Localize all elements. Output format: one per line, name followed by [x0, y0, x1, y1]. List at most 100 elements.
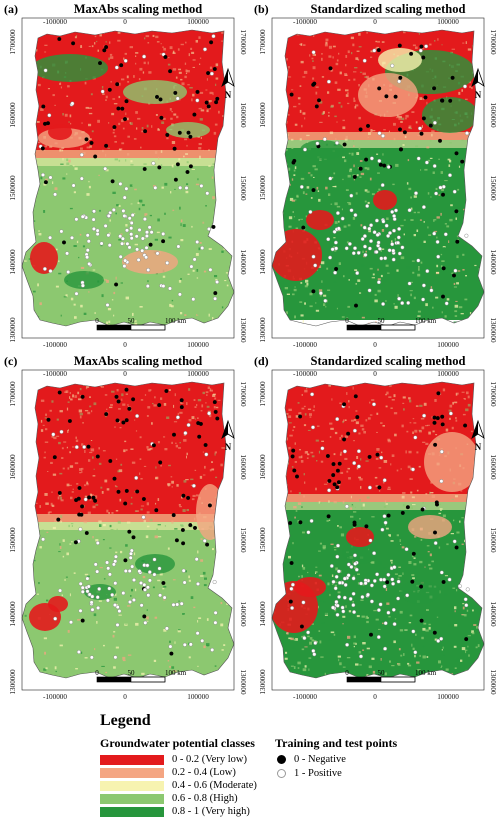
positive-point: [453, 268, 458, 273]
positive-point: [329, 563, 334, 568]
negative-point: [179, 398, 184, 403]
north-label: N: [475, 90, 482, 100]
positive-point: [302, 636, 307, 641]
positive-point: [336, 569, 341, 574]
positive-point: [352, 461, 357, 466]
negative-point: [206, 104, 211, 109]
positive-point: [131, 577, 136, 582]
negative-point: [398, 75, 403, 80]
positive-point: [413, 191, 418, 196]
positive-point: [107, 243, 112, 248]
negative-point: [192, 525, 197, 530]
positive-point: [368, 239, 373, 244]
positive-point: [59, 429, 64, 434]
positive-point: [124, 186, 129, 191]
positive-point: [146, 593, 151, 598]
map-panel-a: -100000 -100000 0 0 100000 100000 1700000 16000…: [0, 0, 250, 352]
y-tick-left: 1400000: [259, 249, 267, 275]
positive-point: [95, 569, 100, 574]
positive-point: [53, 616, 58, 621]
negative-point: [337, 461, 342, 466]
y-tick-left: 1700000: [9, 381, 17, 407]
positive-point: [346, 573, 351, 578]
positive-point: [410, 467, 415, 472]
positive-point: [147, 578, 152, 583]
y-tick-left: 1400000: [9, 601, 17, 627]
positive-point: [372, 578, 377, 583]
map-svg: -100000 -100000 0 0 100000 100000 1700000 16000…: [9, 369, 247, 701]
positive-point: [396, 235, 401, 240]
positive-point: [436, 638, 441, 643]
negative-point: [185, 169, 190, 174]
negative-point: [181, 541, 186, 546]
negative-point: [186, 495, 191, 500]
positive-point: [447, 173, 452, 178]
positive-point: [78, 608, 83, 613]
negative-point: [432, 420, 437, 425]
legend-class-moderate: 0.4 - 0.6 (Moderate): [100, 780, 257, 791]
positive-point: [80, 585, 85, 590]
negative-point: [215, 96, 220, 101]
positive-point: [434, 191, 439, 196]
positive-point: [114, 65, 119, 70]
positive-point: [306, 630, 311, 635]
positive-point: [327, 488, 332, 493]
positive-point: [341, 609, 346, 614]
positive-point: [83, 497, 88, 502]
positive-point: [378, 602, 383, 607]
positive-point: [189, 264, 194, 269]
negative-point: [46, 417, 51, 422]
positive-point: [211, 34, 216, 39]
positive-point: [383, 256, 388, 261]
negative-point: [141, 496, 146, 501]
positive-point: [142, 587, 147, 592]
negative-point: [181, 493, 186, 498]
positive-point: [184, 185, 189, 190]
positive-point: [70, 101, 75, 106]
positive-point: [164, 626, 169, 631]
positive-point: [135, 414, 140, 419]
negative-point: [97, 61, 102, 66]
positive-point: [115, 605, 120, 610]
negative-point: [107, 87, 112, 92]
positive-point: [391, 248, 396, 253]
positive-point: [106, 566, 111, 571]
scale-label: 100 km: [165, 669, 187, 677]
positive-point: [365, 592, 370, 597]
negative-point: [211, 224, 216, 229]
positive-point: [381, 302, 386, 307]
positive-point: [355, 271, 360, 276]
positive-point: [356, 464, 361, 469]
y-tick-left: 1700000: [9, 29, 17, 55]
positive-point: [105, 598, 110, 603]
legend-point-label: 1 - Positive: [294, 768, 342, 779]
groundwater-potential-raster: [272, 382, 484, 678]
positive-point: [439, 570, 444, 575]
positive-point: [372, 230, 377, 235]
positive-point: [175, 415, 180, 420]
groundwater-potential-raster: [272, 30, 484, 326]
legend-class-low: 0.2 - 0.4 (Low): [100, 767, 236, 778]
positive-point: [306, 530, 311, 535]
x-tick-bottom: -100000: [293, 341, 317, 349]
positive-point: [138, 580, 143, 585]
x-tick-top: -100000: [293, 370, 317, 378]
negative-point: [289, 92, 294, 97]
map-frame: [271, 369, 485, 691]
positive-point: [382, 584, 387, 589]
negative-point: [87, 495, 92, 500]
positive-point: [207, 411, 212, 416]
y-tick-right: 1700000: [239, 381, 247, 407]
y-tick-left: 1300000: [9, 317, 17, 343]
x-tick-top: 100000: [437, 18, 459, 26]
positive-point: [351, 576, 356, 581]
north-arrow-icon: [471, 419, 485, 439]
positive-point: [123, 58, 128, 63]
negative-point: [377, 485, 382, 490]
positive-point: [128, 555, 133, 560]
negative-point: [451, 273, 456, 278]
positive-point: [352, 553, 357, 558]
positive-point: [393, 208, 398, 213]
negative-point: [312, 81, 317, 86]
negative-point: [335, 468, 340, 473]
